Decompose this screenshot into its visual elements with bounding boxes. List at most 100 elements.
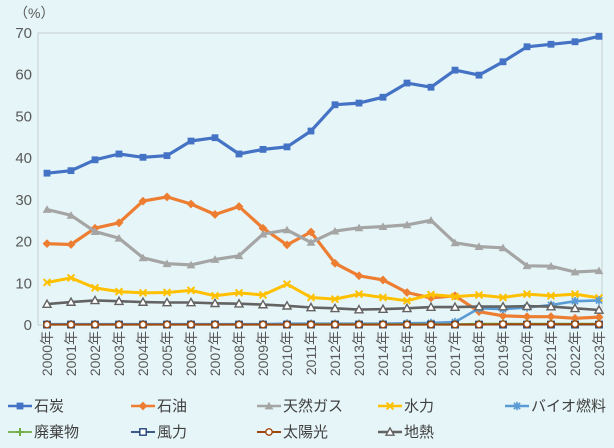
data-point-marker [426,290,436,299]
data-point-marker [234,202,244,211]
data-point-marker [378,293,388,302]
legend-item-hydro: 水力 [378,397,435,415]
x-tick-label: 2000年 [39,331,55,376]
data-point-marker [234,288,244,297]
series-geothermal-line [45,299,601,312]
data-point-marker [115,150,123,158]
series-coal-line [45,34,601,175]
legend-item-waste: 廃棄物 [8,423,80,441]
x-tick-label: 2004年 [135,331,151,376]
data-point-marker [498,311,508,321]
data-point-marker [114,218,124,228]
data-point-marker [499,58,507,66]
data-point-marker [42,239,52,249]
data-point-marker [43,169,51,177]
data-point-marker [210,210,220,219]
data-point-marker [522,261,532,270]
data-point-marker [402,288,412,297]
legend-item-oil: 石油 [131,397,187,415]
x-tick-label: 2009年 [255,331,271,376]
data-point-marker [42,205,52,213]
data-point-marker [402,220,412,229]
data-point-marker [282,280,292,289]
data-point-marker [283,143,291,151]
data-point-marker [401,302,413,313]
legend-wind-marker-icon [131,427,155,436]
legend-item-biofuel: バイオ燃料 [505,397,607,415]
legend-label-geothermal: 地熱 [404,424,435,441]
data-point-marker [16,402,24,409]
x-tick-label: 2016年 [423,331,439,376]
data-point-marker [43,320,51,329]
data-point-marker [139,153,147,161]
data-point-marker [571,297,579,305]
legend-item-solar: 太陽光 [257,423,328,441]
data-point-marker [114,234,124,242]
legend-item-natural-gas: 天然ガス [257,397,343,415]
data-point-marker [354,223,364,232]
legend-label-hydro: 水力 [404,398,435,415]
data-point-marker [139,427,147,436]
y-tick-label: 0 [24,317,32,334]
data-point-marker [377,303,389,314]
data-point-marker [258,290,268,300]
data-point-marker [307,320,315,329]
series-geothermal-markers [41,294,605,314]
data-point-marker [283,320,291,329]
data-point-marker [569,302,581,313]
data-point-marker [330,258,340,268]
data-point-marker [138,196,148,206]
data-point-marker [522,312,532,322]
series-solar-markers [43,320,603,329]
data-point-marker [162,192,172,202]
series-oil-markers [42,192,604,323]
data-point-marker [67,320,75,329]
data-point-marker [235,150,243,158]
data-point-marker [138,288,148,297]
data-point-marker [306,227,316,237]
legend-coal-marker-icon [8,402,32,409]
data-point-marker [403,79,411,87]
data-point-marker [187,320,195,329]
y-axis-unit-label: （%） [14,5,55,21]
data-point-marker [235,320,243,329]
x-tick-label: 2014年 [375,331,391,376]
data-point-marker [115,320,123,329]
data-point-marker [450,292,460,301]
legend-biofuel-marker-icon [505,401,529,410]
x-tick-label: 2010年 [279,331,295,376]
data-point-marker [258,223,268,233]
x-tick-label: 2008年 [231,331,247,376]
legend-label-waste: 廃棄物 [34,424,80,441]
legend-label-biofuel: バイオ燃料 [531,398,607,415]
series-coal-markers [43,32,603,177]
y-tick-label: 70 [15,25,32,42]
x-tick-label: 2003年 [111,331,127,376]
data-point-marker [163,152,171,160]
x-tick-label: 2018年 [471,331,487,376]
data-point-marker [355,99,363,107]
legend-item-coal: 石炭 [8,397,64,415]
data-point-marker [282,225,292,234]
data-point-marker [523,43,531,51]
data-point-marker [354,271,364,281]
data-point-marker [307,127,315,135]
data-point-marker [450,238,460,247]
data-point-marker [451,66,459,74]
data-point-marker [257,299,269,309]
data-point-marker [259,145,267,153]
data-point-marker [162,288,172,297]
series-hydro-line [45,276,601,303]
data-point-marker [475,71,483,79]
legend-item-wind: 風力 [131,423,187,441]
series-natural-gas-line [45,207,601,274]
data-point-marker [425,301,437,311]
x-tick-label: 2013年 [351,331,367,376]
data-point-marker [66,240,76,249]
data-point-marker [234,251,244,260]
data-point-marker [330,226,340,235]
line-chart-plot: 0 10 20 30 40 50 60 70 2000年 2001年 2002年 2003年 2004年… [15,25,607,376]
data-point-marker [595,320,603,329]
data-point-marker [521,300,533,311]
data-point-marker [427,83,435,91]
